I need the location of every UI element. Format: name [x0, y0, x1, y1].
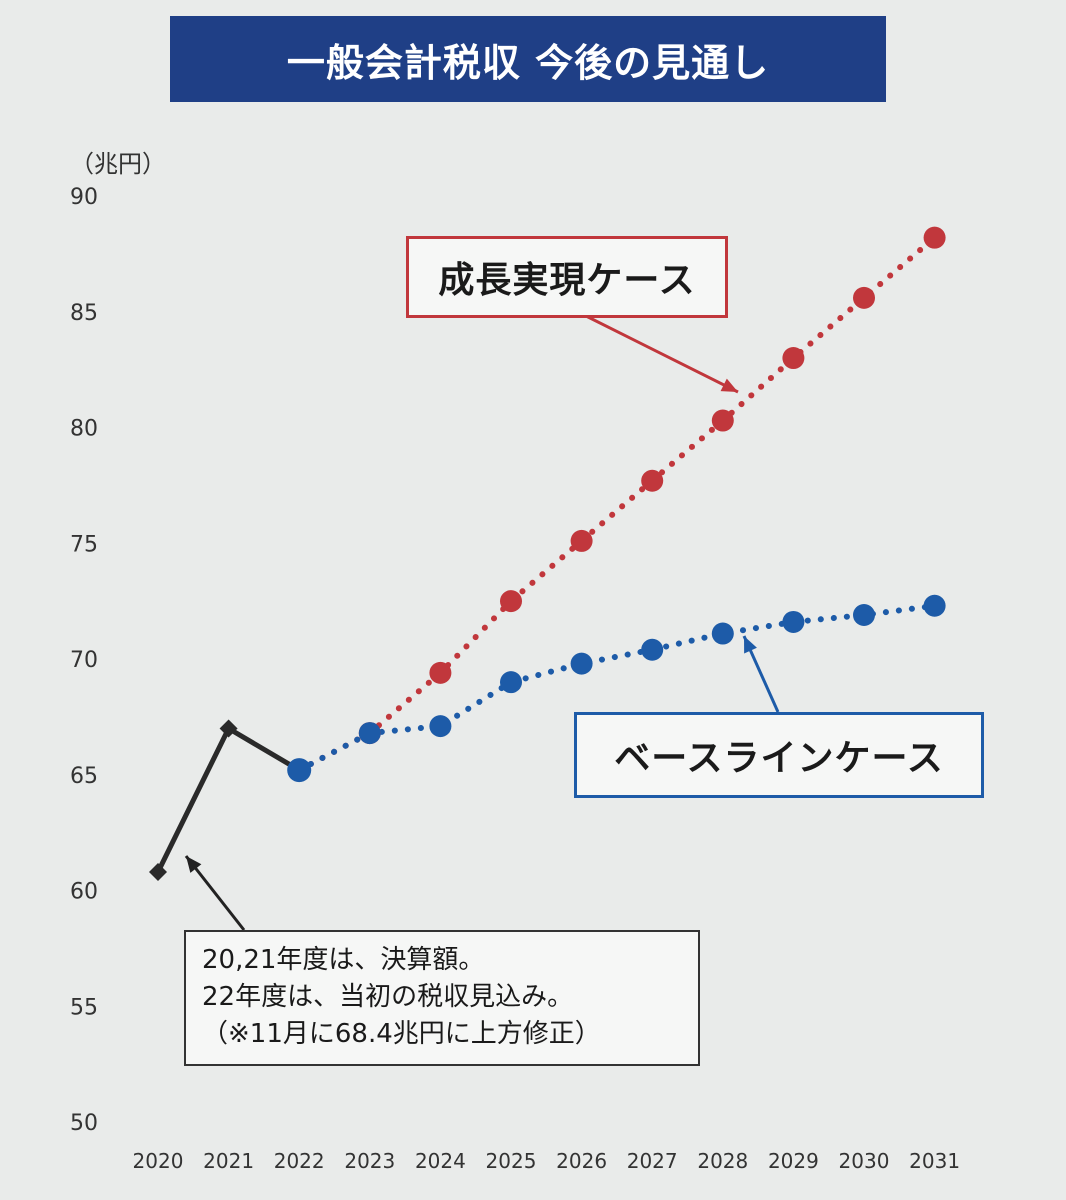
- x-tick-label: 2029: [768, 1149, 819, 1173]
- growth-case-label: 成長実現ケース: [406, 236, 728, 318]
- data-point: [149, 862, 167, 881]
- y-axis-unit-label: （兆円）: [70, 150, 166, 178]
- data-point: [711, 622, 734, 645]
- y-tick-label: 60: [70, 880, 98, 905]
- x-tick-label: 2024: [415, 1149, 466, 1173]
- y-tick-label: 75: [70, 532, 98, 557]
- data-point: [782, 347, 805, 370]
- data-point: [219, 719, 238, 738]
- data-point: [853, 604, 875, 627]
- data-point: [358, 722, 381, 745]
- data-point: [711, 409, 734, 432]
- y-tick-label: 80: [70, 417, 98, 442]
- baseline-case-label: ベースラインケース: [574, 712, 984, 798]
- data-point: [429, 715, 452, 738]
- y-tick-label: 65: [70, 764, 98, 789]
- data-point: [853, 286, 875, 309]
- chart-title: 一般会計税収 今後の見通し: [170, 16, 886, 102]
- y-tick-label: 50: [70, 1111, 98, 1136]
- x-tick-label: 2025: [486, 1149, 537, 1173]
- note-line-2: 22年度は、当初の税収見込み。: [202, 982, 574, 1012]
- y-tick-label: 55: [70, 995, 98, 1020]
- x-tick-label: 2027: [627, 1149, 678, 1173]
- y-tick-label: 85: [70, 301, 98, 326]
- series-line-0: [155, 724, 301, 874]
- note-line-1: 20,21年度は、決算額。: [202, 945, 485, 975]
- data-point: [287, 758, 312, 783]
- growth-arrow-head: [720, 378, 738, 392]
- baseline-arrow-head: [744, 636, 757, 654]
- note-box: 20,21年度は、決算額。 22年度は、当初の税収見込み。 （※11月に68.4…: [184, 930, 700, 1066]
- data-point: [641, 469, 664, 492]
- x-tick-label: 2030: [839, 1149, 890, 1173]
- x-tick-label: 2021: [203, 1149, 254, 1173]
- data-point: [782, 610, 805, 633]
- data-point: [500, 590, 522, 613]
- data-point: [923, 594, 946, 617]
- x-tick-label: 2026: [556, 1149, 607, 1173]
- data-point: [429, 661, 452, 684]
- data-point: [570, 652, 593, 675]
- note-arrow-head: [186, 856, 202, 873]
- y-tick-label: 90: [70, 185, 98, 210]
- data-point: [500, 671, 522, 694]
- data-point: [570, 529, 593, 552]
- x-tick-label: 2023: [344, 1149, 395, 1173]
- note-line-3: （※11月に68.4兆円に上方修正）: [202, 1019, 601, 1049]
- x-tick-label: 2020: [133, 1149, 184, 1173]
- x-tick-label: 2022: [274, 1149, 325, 1173]
- x-tick-label: 2028: [697, 1149, 748, 1173]
- y-tick-label: 70: [70, 648, 98, 673]
- data-point: [641, 638, 664, 661]
- series-line-2: [296, 602, 938, 774]
- growth-arrow: [577, 310, 739, 394]
- x-tick-label: 2031: [909, 1149, 960, 1173]
- data-point: [923, 226, 946, 249]
- series-line-1: [296, 234, 938, 774]
